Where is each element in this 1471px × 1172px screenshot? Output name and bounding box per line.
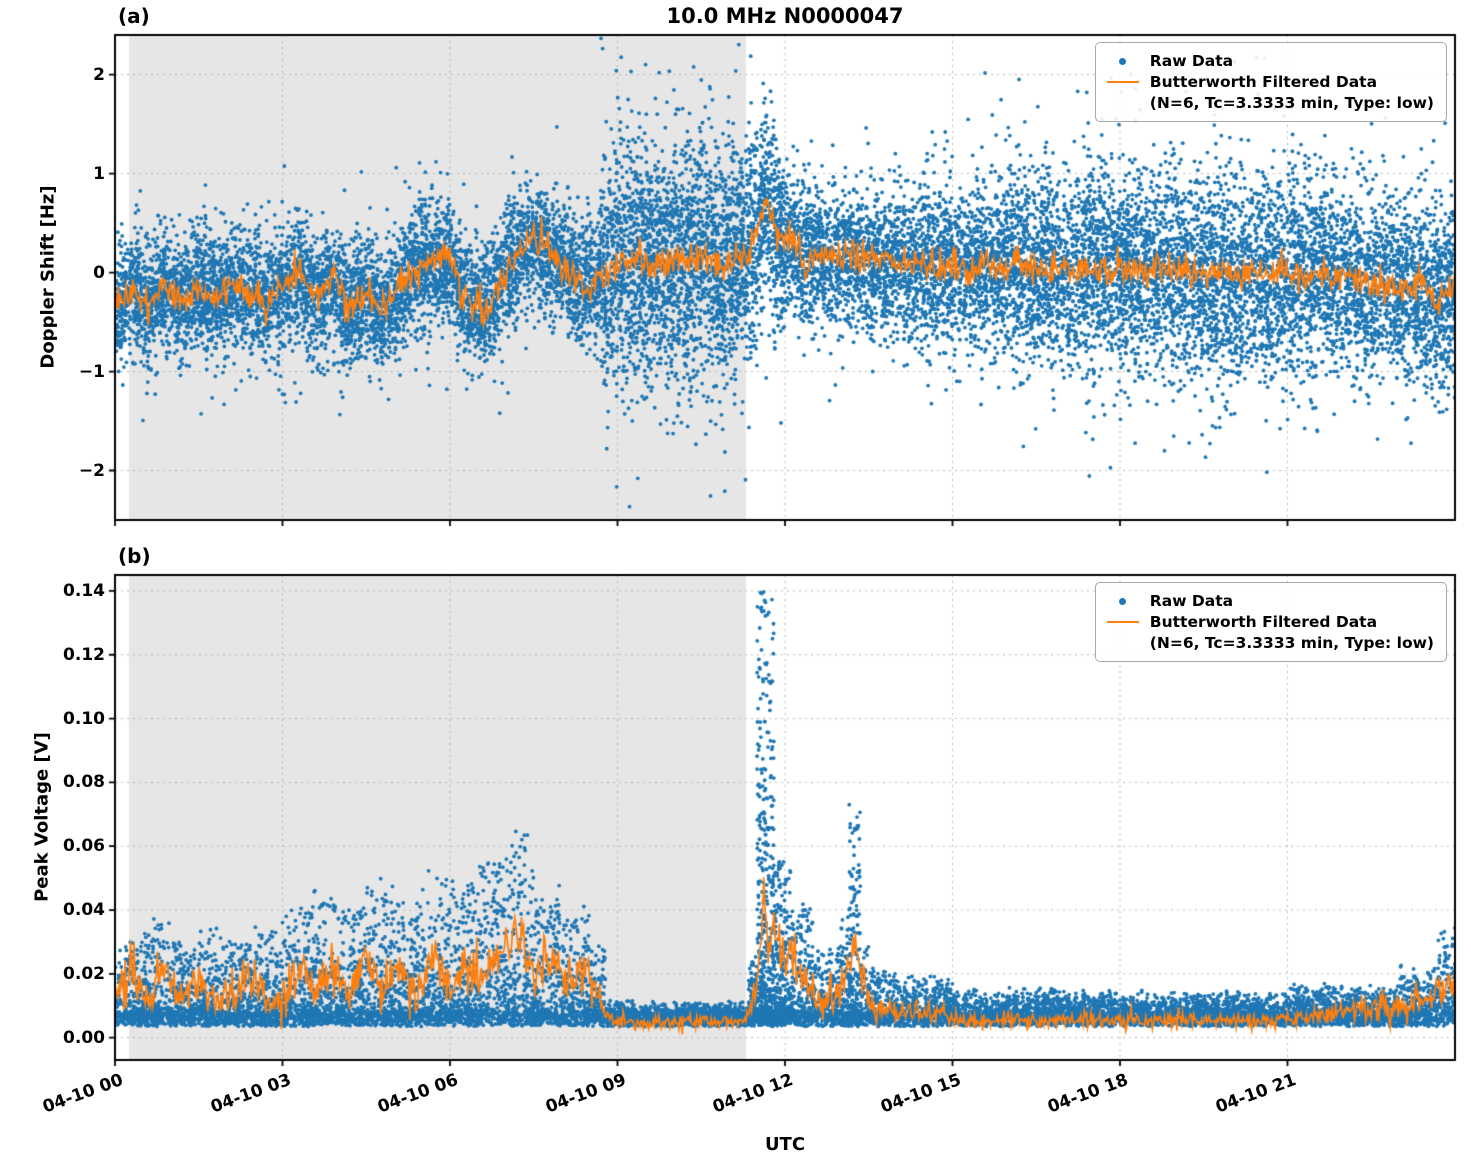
legend-filtered-label-line2: (N=6, Tc=3.3333 min, Type: low)	[1149, 93, 1434, 112]
x-axis-label: UTC	[764, 1134, 806, 1155]
y-tick-label: 0.02	[63, 963, 105, 984]
legend-raw-label: Raw Data	[1149, 592, 1234, 610]
legend-filtered-label: Butterworth Filtered Data (N=6, Tc=3.333…	[1150, 72, 1434, 113]
y-tick-label: 0.08	[63, 772, 105, 793]
y-tick-label: 1	[93, 163, 105, 184]
panel-a-label: (a)	[118, 4, 150, 28]
legend-raw-entry: Raw Data	[1105, 51, 1434, 71]
panel-b-legend: Raw Data Butterworth Filtered Data (N=6,…	[1094, 582, 1447, 663]
y-tick-label: −2	[78, 460, 105, 481]
raw-data-dot-icon	[1119, 597, 1127, 605]
y-tick-label: −1	[78, 361, 105, 382]
y-tick-label: 0.00	[63, 1027, 105, 1048]
filtered-line-marker-swatch	[1105, 612, 1141, 632]
y-tick-label: 0.12	[63, 644, 105, 665]
panel-b-y-axis-label: Peak Voltage [V]	[31, 732, 53, 902]
y-tick-label: 0.10	[63, 708, 105, 729]
legend-filtered-label-line1: Butterworth Filtered Data	[1149, 73, 1378, 92]
y-tick-label: 0.06	[63, 836, 105, 857]
legend-filtered-label-line2: (N=6, Tc=3.3333 min, Type: low)	[1149, 633, 1434, 652]
raw-data-marker-swatch	[1105, 51, 1141, 71]
y-tick-label: 0.04	[63, 900, 105, 921]
chart-title: 10.0 MHz N0000047	[666, 4, 904, 28]
filtered-line-icon	[1106, 81, 1139, 84]
legend-filtered-entry: Butterworth Filtered Data (N=6, Tc=3.333…	[1105, 612, 1434, 653]
legend-filtered-label-line1: Butterworth Filtered Data	[1149, 613, 1378, 632]
y-tick-label: 0.14	[63, 580, 105, 601]
panel-a-legend: Raw Data Butterworth Filtered Data (N=6,…	[1094, 42, 1447, 123]
filtered-line-icon	[1106, 621, 1139, 624]
legend-filtered-entry: Butterworth Filtered Data (N=6, Tc=3.333…	[1105, 72, 1434, 113]
panel-b-label: (b)	[118, 544, 151, 568]
raw-data-marker-swatch	[1105, 591, 1141, 611]
legend-raw-entry: Raw Data	[1105, 591, 1434, 611]
y-tick-label: 0	[93, 262, 105, 283]
legend-filtered-label: Butterworth Filtered Data (N=6, Tc=3.333…	[1150, 612, 1434, 653]
filtered-line-marker-swatch	[1105, 72, 1141, 92]
legend-raw-label: Raw Data	[1149, 52, 1234, 70]
raw-data-dot-icon	[1119, 57, 1127, 65]
y-tick-label: 2	[93, 64, 105, 85]
